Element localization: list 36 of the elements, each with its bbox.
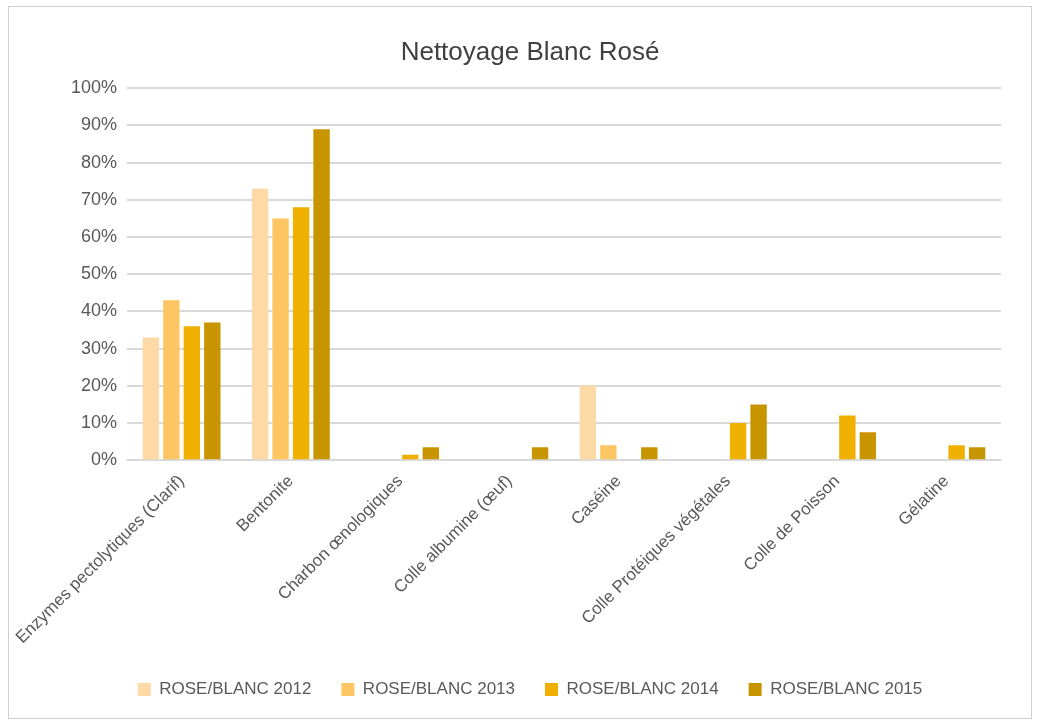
bar — [251, 188, 269, 460]
bar — [750, 404, 767, 460]
y-tick-label: 30% — [80, 337, 117, 358]
legend-label: ROSE/BLANC 2014 — [566, 679, 719, 699]
y-tick-label: 20% — [80, 374, 117, 395]
bar — [402, 454, 419, 460]
bar — [600, 445, 617, 460]
y-tick-label: 50% — [80, 263, 117, 284]
bar — [313, 129, 330, 460]
legend-label: ROSE/BLANC 2015 — [770, 679, 923, 699]
bar — [183, 326, 201, 460]
bar — [204, 322, 221, 460]
bar — [641, 447, 658, 460]
y-tick-label: 100% — [70, 77, 117, 98]
bar — [531, 447, 549, 460]
y-tick-label: 90% — [80, 114, 117, 135]
bar — [968, 447, 986, 460]
bar — [948, 445, 965, 460]
bar — [579, 385, 597, 460]
y-tick-label: 0% — [90, 449, 117, 470]
y-tick-label: 70% — [80, 188, 117, 209]
bar — [142, 337, 160, 460]
bar — [859, 432, 877, 460]
y-tick-label: 10% — [80, 412, 117, 433]
bar — [422, 447, 440, 460]
bar — [272, 218, 289, 460]
bar — [163, 300, 180, 460]
chart-title: Nettoyage Blanc Rosé — [400, 35, 660, 66]
legend-label: ROSE/BLANC 2012 — [159, 679, 312, 699]
bar — [839, 415, 856, 460]
legend-label: ROSE/BLANC 2013 — [362, 679, 516, 699]
bar — [292, 207, 310, 460]
bar — [729, 423, 747, 460]
y-tick-label: 80% — [80, 151, 117, 172]
y-tick-label: 60% — [80, 225, 117, 246]
y-tick-label: 40% — [80, 300, 117, 321]
